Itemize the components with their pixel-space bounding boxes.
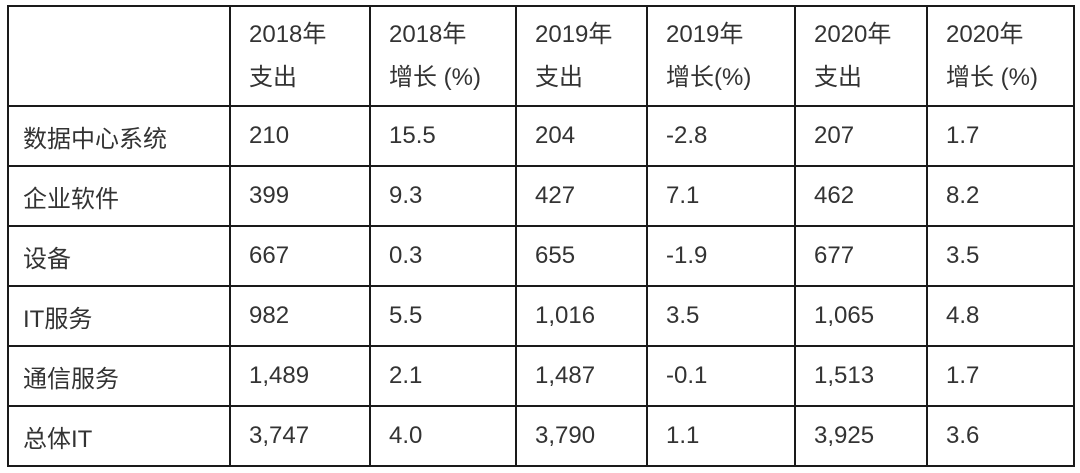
column-header-2020-spend: 2020年 支出	[794, 5, 928, 107]
table-cell: 3.5	[926, 225, 1075, 287]
table-cell: 2.1	[369, 345, 517, 407]
header-line1: 2020年	[814, 21, 892, 48]
column-header-2019-growth: 2019年 增长(%)	[646, 5, 796, 107]
table-cell: 3.5	[646, 285, 796, 347]
table-cell: 667	[229, 225, 371, 287]
table-cell: 5.5	[369, 285, 517, 347]
table-cell: 677	[794, 225, 928, 287]
table-cell: 1.7	[926, 105, 1075, 167]
row-label: 总体IT	[7, 405, 231, 467]
table-cell: 3,747	[229, 405, 371, 467]
table-cell: 4.0	[369, 405, 517, 467]
table-cell: 15.5	[369, 105, 517, 167]
header-line1: 2018年	[389, 21, 467, 48]
table-row-devices: 设备 667 0.3 655 -1.9 677 3.5	[7, 225, 1075, 287]
header-line2: 支出	[535, 64, 583, 91]
table-cell: -2.8	[646, 105, 796, 167]
header-line1: 2019年	[666, 21, 744, 48]
row-label: 设备	[7, 225, 231, 287]
table-row-enterprise-software: 企业软件 399 9.3 427 7.1 462 8.2	[7, 165, 1075, 227]
table-cell: 210	[229, 105, 371, 167]
table-cell: -0.1	[646, 345, 796, 407]
column-header-2018-growth: 2018年 增长 (%)	[369, 5, 517, 107]
table-cell: 462	[794, 165, 928, 227]
table-cell: 3.6	[926, 405, 1075, 467]
header-line1: 2018年	[249, 21, 327, 48]
table-cell: 0.3	[369, 225, 517, 287]
row-label: IT服务	[7, 285, 231, 347]
row-label: 通信服务	[7, 345, 231, 407]
corner-cell	[7, 5, 231, 107]
table-row-it-services: IT服务 982 5.5 1,016 3.5 1,065 4.8	[7, 285, 1075, 347]
table-cell: 655	[515, 225, 648, 287]
table-cell: 204	[515, 105, 648, 167]
column-header-2020-growth: 2020年 增长 (%)	[926, 5, 1075, 107]
table-cell: 4.8	[926, 285, 1075, 347]
table-row-datacenter: 数据中心系统 210 15.5 204 -2.8 207 1.7	[7, 105, 1075, 167]
table-cell: 427	[515, 165, 648, 227]
table-cell: 1,487	[515, 345, 648, 407]
header-line2: 增长 (%)	[946, 64, 1038, 91]
table-cell: 982	[229, 285, 371, 347]
header-line2: 增长 (%)	[389, 64, 481, 91]
header-line2: 支出	[249, 64, 297, 91]
header-line1: 2020年	[946, 21, 1024, 48]
table-cell: 1.1	[646, 405, 796, 467]
table-row-communication-services: 通信服务 1,489 2.1 1,487 -0.1 1,513 1.7	[7, 345, 1075, 407]
row-label: 企业软件	[7, 165, 231, 227]
header-line1: 2019年	[535, 21, 613, 48]
column-header-2018-spend: 2018年 支出	[229, 5, 371, 107]
table-cell: 3,925	[794, 405, 928, 467]
table-cell: 8.2	[926, 165, 1075, 227]
table-cell: 3,790	[515, 405, 648, 467]
table-row-overall-it: 总体IT 3,747 4.0 3,790 1.1 3,925 3.6	[7, 405, 1075, 467]
table-cell: 1,513	[794, 345, 928, 407]
row-label: 数据中心系统	[7, 105, 231, 167]
table-cell: 1.7	[926, 345, 1075, 407]
header-row: 2018年 支出 2018年 增长 (%) 2019年 支出 2019年 增长(…	[7, 5, 1075, 107]
table-cell: 1,489	[229, 345, 371, 407]
it-spending-table: 2018年 支出 2018年 增长 (%) 2019年 支出 2019年 增长(…	[7, 5, 1075, 467]
header-line2: 支出	[814, 64, 862, 91]
table-cell: 1,016	[515, 285, 648, 347]
table-cell: 7.1	[646, 165, 796, 227]
column-header-2019-spend: 2019年 支出	[515, 5, 648, 107]
table-cell: 9.3	[369, 165, 517, 227]
header-line2: 增长(%)	[666, 64, 752, 91]
table-cell: 207	[794, 105, 928, 167]
table-cell: 1,065	[794, 285, 928, 347]
table-cell: -1.9	[646, 225, 796, 287]
table-cell: 399	[229, 165, 371, 227]
